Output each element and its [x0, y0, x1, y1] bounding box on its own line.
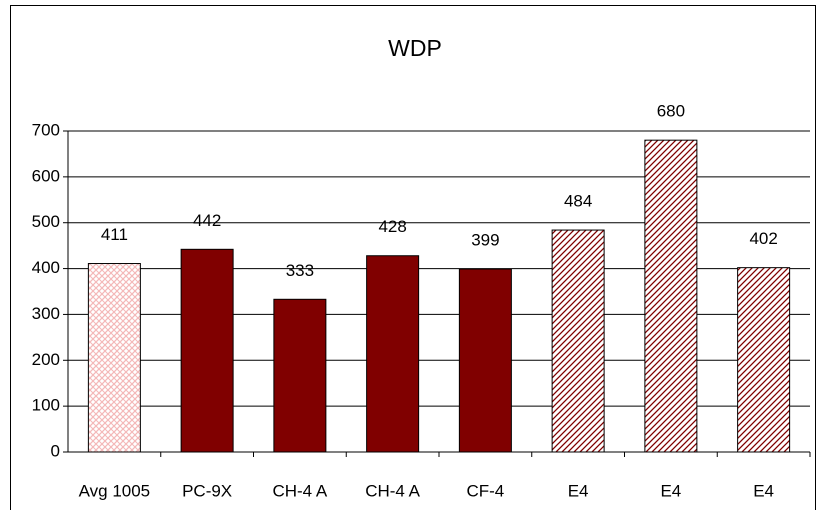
value-label: 484	[564, 192, 592, 211]
bar	[366, 255, 420, 453]
x-tick-label: E4	[753, 481, 774, 500]
x-tick-label: CH-4 A	[272, 481, 327, 500]
bar	[551, 229, 605, 453]
y-tick-label: 300	[32, 304, 60, 323]
bar	[644, 139, 698, 453]
y-tick-label: 100	[32, 396, 60, 415]
chart-title: WDP	[388, 35, 442, 61]
value-label: 428	[378, 217, 406, 236]
value-label: 411	[101, 225, 128, 244]
x-tick-label: CF-4	[466, 481, 504, 500]
y-tick-label: 500	[32, 212, 60, 231]
value-label: 399	[471, 231, 499, 250]
bar	[737, 267, 791, 453]
y-tick-label: 0	[51, 441, 60, 460]
value-label: 680	[657, 102, 685, 121]
value-label: 442	[193, 211, 221, 230]
x-tick-label: CH-4 A	[365, 481, 420, 500]
x-tick-label: Avg 1005	[79, 481, 151, 500]
bar	[87, 263, 141, 453]
bar	[273, 298, 327, 453]
x-tick-label: PC-9X	[182, 481, 232, 500]
value-label: 333	[286, 261, 314, 280]
y-tick-label: 700	[32, 120, 60, 139]
bar	[458, 268, 512, 453]
y-tick-label: 400	[32, 258, 60, 277]
y-tick-label: 200	[32, 350, 60, 369]
value-label: 402	[749, 229, 777, 248]
x-tick-label: E4	[568, 481, 589, 500]
y-tick-label: 600	[32, 166, 60, 185]
bar	[180, 248, 234, 453]
x-tick-label: E4	[660, 481, 681, 500]
